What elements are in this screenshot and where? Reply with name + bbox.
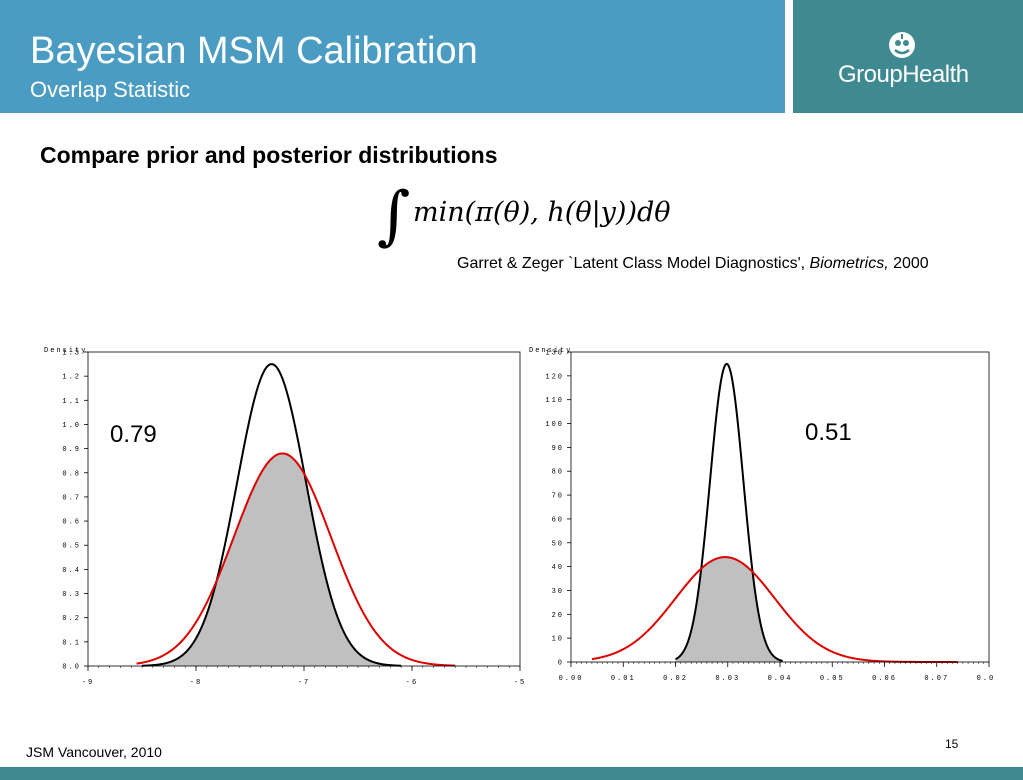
- x-tick-label: 0.05: [820, 675, 845, 683]
- y-tick-label: 0.7: [62, 494, 81, 502]
- y-tick-label: 70: [552, 493, 564, 501]
- footer-bar: [0, 767, 1023, 780]
- y-tick-label: 1.3: [62, 350, 81, 358]
- chart-prior-posterior-right: Density 0 10 20 30 40 50 60 70 80 90 100 110 120 130 0.…: [529, 347, 995, 683]
- y-tick-label: 50: [552, 540, 564, 548]
- x-tick-label: -8: [190, 679, 202, 687]
- citation: Garret & Zeger `Latent Class Model Diagn…: [457, 255, 929, 273]
- y-tick-label: 0.6: [62, 519, 81, 527]
- y-tick-label: 20: [552, 612, 564, 620]
- overlap-area: [675, 557, 783, 662]
- x-tick-label: 0.06: [872, 675, 897, 683]
- y-tick-label: 0.8: [62, 470, 81, 478]
- x-tick-label: -9: [82, 679, 94, 687]
- y-axis-label: Density: [44, 347, 87, 355]
- citation-year: 2000: [888, 255, 929, 272]
- series-line-2: [136, 452, 456, 667]
- y-tick-label: 100: [545, 421, 564, 429]
- y-tick-label: 0.3: [62, 591, 81, 599]
- overlap-value: 0.79: [110, 421, 157, 448]
- y-tick-label: 90: [552, 445, 564, 453]
- series-line-2: [591, 556, 958, 663]
- chart-prior-posterior-left: Density 0.0 0.1 0.2 0.3 0.4 0.5 0.6 0.7 0.8 0.9 1.0…: [44, 347, 525, 687]
- overlap-formula: ∫ min(π(θ), h(θ|y))dθ: [377, 179, 671, 250]
- x-tick-label: -7: [298, 679, 310, 687]
- y-tick-label: 60: [552, 516, 564, 524]
- y-tick-label: 110: [545, 397, 564, 405]
- header-divider: [785, 0, 793, 113]
- overlap-area: [142, 453, 402, 666]
- svg-text:∫: ∫: [377, 179, 410, 250]
- x-tick-label: -5: [514, 679, 525, 687]
- x-tick-label: 0.00: [559, 675, 584, 683]
- footer-conference: JSM Vancouver, 2010: [26, 744, 162, 760]
- y-tick-label: 0.0: [62, 664, 81, 672]
- y-tick-label: 0.2: [62, 615, 81, 623]
- formula-text: min(π(θ), h(θ|y))dθ: [413, 197, 671, 228]
- y-tick-label: 1.2: [62, 374, 81, 382]
- slide-subtitle: Overlap Statistic: [30, 77, 191, 102]
- y-tick-label: 0.1: [62, 639, 81, 647]
- x-tick-label: -6: [406, 679, 418, 687]
- x-tick-label: 0.07: [924, 675, 949, 683]
- y-tick-label: 30: [552, 588, 564, 596]
- y-tick-label: 1.0: [62, 422, 81, 430]
- y-tick-label: 40: [552, 564, 564, 572]
- header-title-panel: [0, 0, 785, 113]
- series-line-1: [141, 363, 402, 667]
- x-tick-label: 0.02: [663, 675, 688, 683]
- citation-authors: Garret & Zeger `Latent Class Model Diagn…: [457, 255, 810, 272]
- y-axis-label: Density: [529, 347, 572, 355]
- y-tick-label: 130: [545, 350, 564, 358]
- overlap-value: 0.51: [805, 419, 852, 446]
- y-tick-label: 0.5: [62, 543, 81, 551]
- x-tick-label: 0.08: [977, 675, 995, 683]
- plot-frame: [570, 351, 990, 663]
- y-tick-label: 0: [558, 660, 564, 668]
- y-tick-label: 10: [552, 636, 564, 644]
- slide-title: Bayesian MSM Calibration: [30, 30, 478, 72]
- x-tick-label: 0.03: [715, 675, 740, 683]
- y-tick-label: 120: [545, 373, 564, 381]
- logo-wordmark: GroupHealth: [838, 61, 969, 88]
- y-tick-label: 80: [552, 469, 564, 477]
- section-heading: Compare prior and posterior distribution…: [40, 142, 498, 168]
- group-health-emblem-icon: [889, 32, 915, 58]
- y-tick-label: 1.1: [62, 398, 81, 406]
- y-tick-label: 0.4: [62, 567, 81, 575]
- y-tick-label: 0.9: [62, 446, 81, 454]
- x-tick-label: 0.04: [768, 675, 793, 683]
- citation-journal: Biometrics,: [809, 255, 889, 272]
- series-line-1: [675, 362, 783, 662]
- x-tick-label: 0.01: [611, 675, 636, 683]
- page-number: 15: [945, 737, 959, 751]
